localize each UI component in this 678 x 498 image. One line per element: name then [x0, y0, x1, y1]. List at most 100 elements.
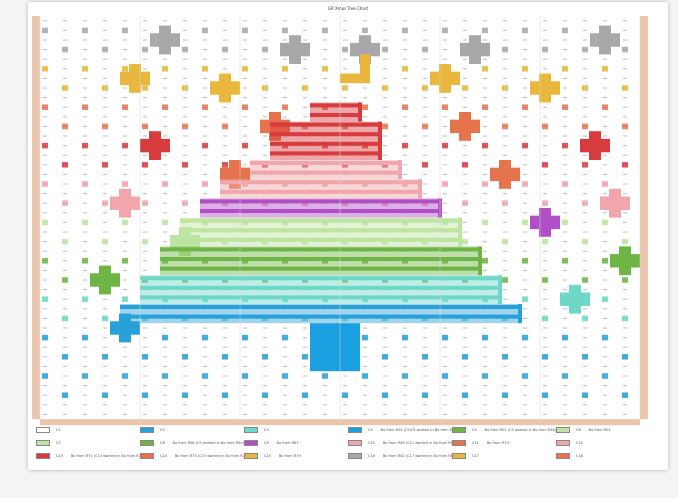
stitch-mark: [423, 135, 427, 137]
stitch-mark: [303, 365, 307, 367]
bobble-stitch: [242, 334, 248, 341]
stitch-mark: [543, 58, 547, 60]
legend-code: C7: [56, 441, 61, 445]
stitch-mark: [223, 365, 227, 367]
bobble-stitch: [122, 66, 128, 72]
stitch-mark: [363, 413, 367, 415]
stitch-mark: [203, 135, 207, 137]
stitch-mark: [563, 385, 567, 387]
bobble-stitch: [462, 85, 468, 91]
stitch-mark: [583, 327, 587, 329]
stitch-mark: [203, 164, 207, 166]
stitch-mark: [523, 125, 527, 127]
stitch-mark: [43, 327, 47, 329]
bobble-stitch: [502, 392, 508, 398]
stitch-mark: [103, 77, 107, 79]
stitch-mark: [583, 39, 587, 41]
stitch-mark: [303, 413, 307, 415]
stitch-mark: [583, 260, 587, 262]
bobble-stitch: [82, 27, 88, 34]
stitch-mark: [183, 58, 187, 60]
stitch-mark: [523, 231, 527, 233]
stitch-mark: [523, 77, 527, 79]
stitch-mark: [203, 97, 207, 99]
tree-stripe: [160, 257, 480, 262]
bobble-stitch: [542, 315, 548, 322]
stitch-mark: [283, 116, 287, 118]
cross-motif-v: [619, 246, 631, 276]
stitch-mark: [123, 135, 127, 137]
stitch-mark: [403, 356, 407, 358]
stitch-mark: [563, 346, 567, 348]
stitch-mark: [143, 212, 147, 214]
stitch-mark: [623, 77, 627, 79]
stitch-mark: [283, 77, 287, 79]
stitch-mark: [563, 394, 567, 396]
stitch-mark: [263, 29, 267, 31]
stitch-mark: [43, 125, 47, 127]
legend-item: C12: [556, 439, 583, 447]
stitch-mark: [323, 20, 327, 22]
stitch-mark: [223, 404, 227, 406]
stitch-mark: [403, 87, 407, 89]
bobble-stitch: [262, 392, 268, 398]
legend-swatch: [556, 453, 570, 459]
bobble-stitch: [122, 142, 128, 149]
cross-motif-v: [289, 35, 301, 64]
bobble-stitch: [62, 162, 68, 168]
stitch-mark: [383, 106, 387, 108]
stitch-mark: [563, 58, 567, 60]
stitch-mark: [163, 394, 167, 396]
stitch-mark: [503, 58, 507, 60]
stitch-mark: [583, 173, 587, 175]
stitch-mark: [363, 20, 367, 22]
stitch-mark: [143, 116, 147, 118]
stitch-mark: [463, 58, 467, 60]
stitch-mark: [423, 20, 427, 22]
stitch-mark: [443, 173, 447, 175]
stitch-mark: [83, 385, 87, 387]
stitch-mark: [223, 337, 227, 339]
tree-star: [340, 73, 370, 84]
tree-edge: [418, 179, 422, 199]
stitch-mark: [183, 116, 187, 118]
stitch-mark: [203, 413, 207, 415]
stitch-mark: [543, 68, 547, 70]
legend-item: C17: [452, 452, 479, 460]
bobble-stitch: [542, 392, 548, 398]
bobble-stitch: [442, 334, 448, 341]
bobble-stitch: [122, 258, 128, 264]
stitch-mark: [143, 385, 147, 387]
bobble-stitch: [482, 27, 488, 34]
stitch-mark: [103, 365, 107, 367]
stitch-mark: [83, 269, 87, 271]
stitch-mark: [123, 289, 127, 291]
bobble-stitch: [222, 123, 228, 130]
stitch-mark: [123, 231, 127, 233]
bobble-stitch: [42, 66, 48, 72]
bobble-stitch: [562, 219, 568, 226]
bobble-stitch: [142, 162, 148, 168]
bobble-stitch: [422, 85, 428, 91]
cross-motif-v: [219, 73, 231, 103]
stitch-mark: [123, 385, 127, 387]
stitch-mark: [103, 404, 107, 406]
bobble-stitch: [562, 104, 568, 110]
tree-stripe: [310, 113, 360, 118]
stitch-mark: [423, 116, 427, 118]
bobble-stitch: [202, 373, 208, 379]
stitch-mark: [63, 298, 67, 300]
legend-code: C13: [56, 454, 63, 458]
stitch-mark: [43, 404, 47, 406]
stitch-mark: [63, 327, 67, 329]
bobble-stitch: [502, 123, 508, 130]
stitch-mark: [223, 154, 227, 156]
bobble-stitch: [582, 315, 588, 322]
stitch-mark: [463, 173, 467, 175]
stitch-mark: [183, 346, 187, 348]
stitch-mark: [183, 106, 187, 108]
stitch-mark: [483, 241, 487, 243]
stitch-mark: [443, 116, 447, 118]
stitch-mark: [563, 269, 567, 271]
stitch-mark: [403, 404, 407, 406]
